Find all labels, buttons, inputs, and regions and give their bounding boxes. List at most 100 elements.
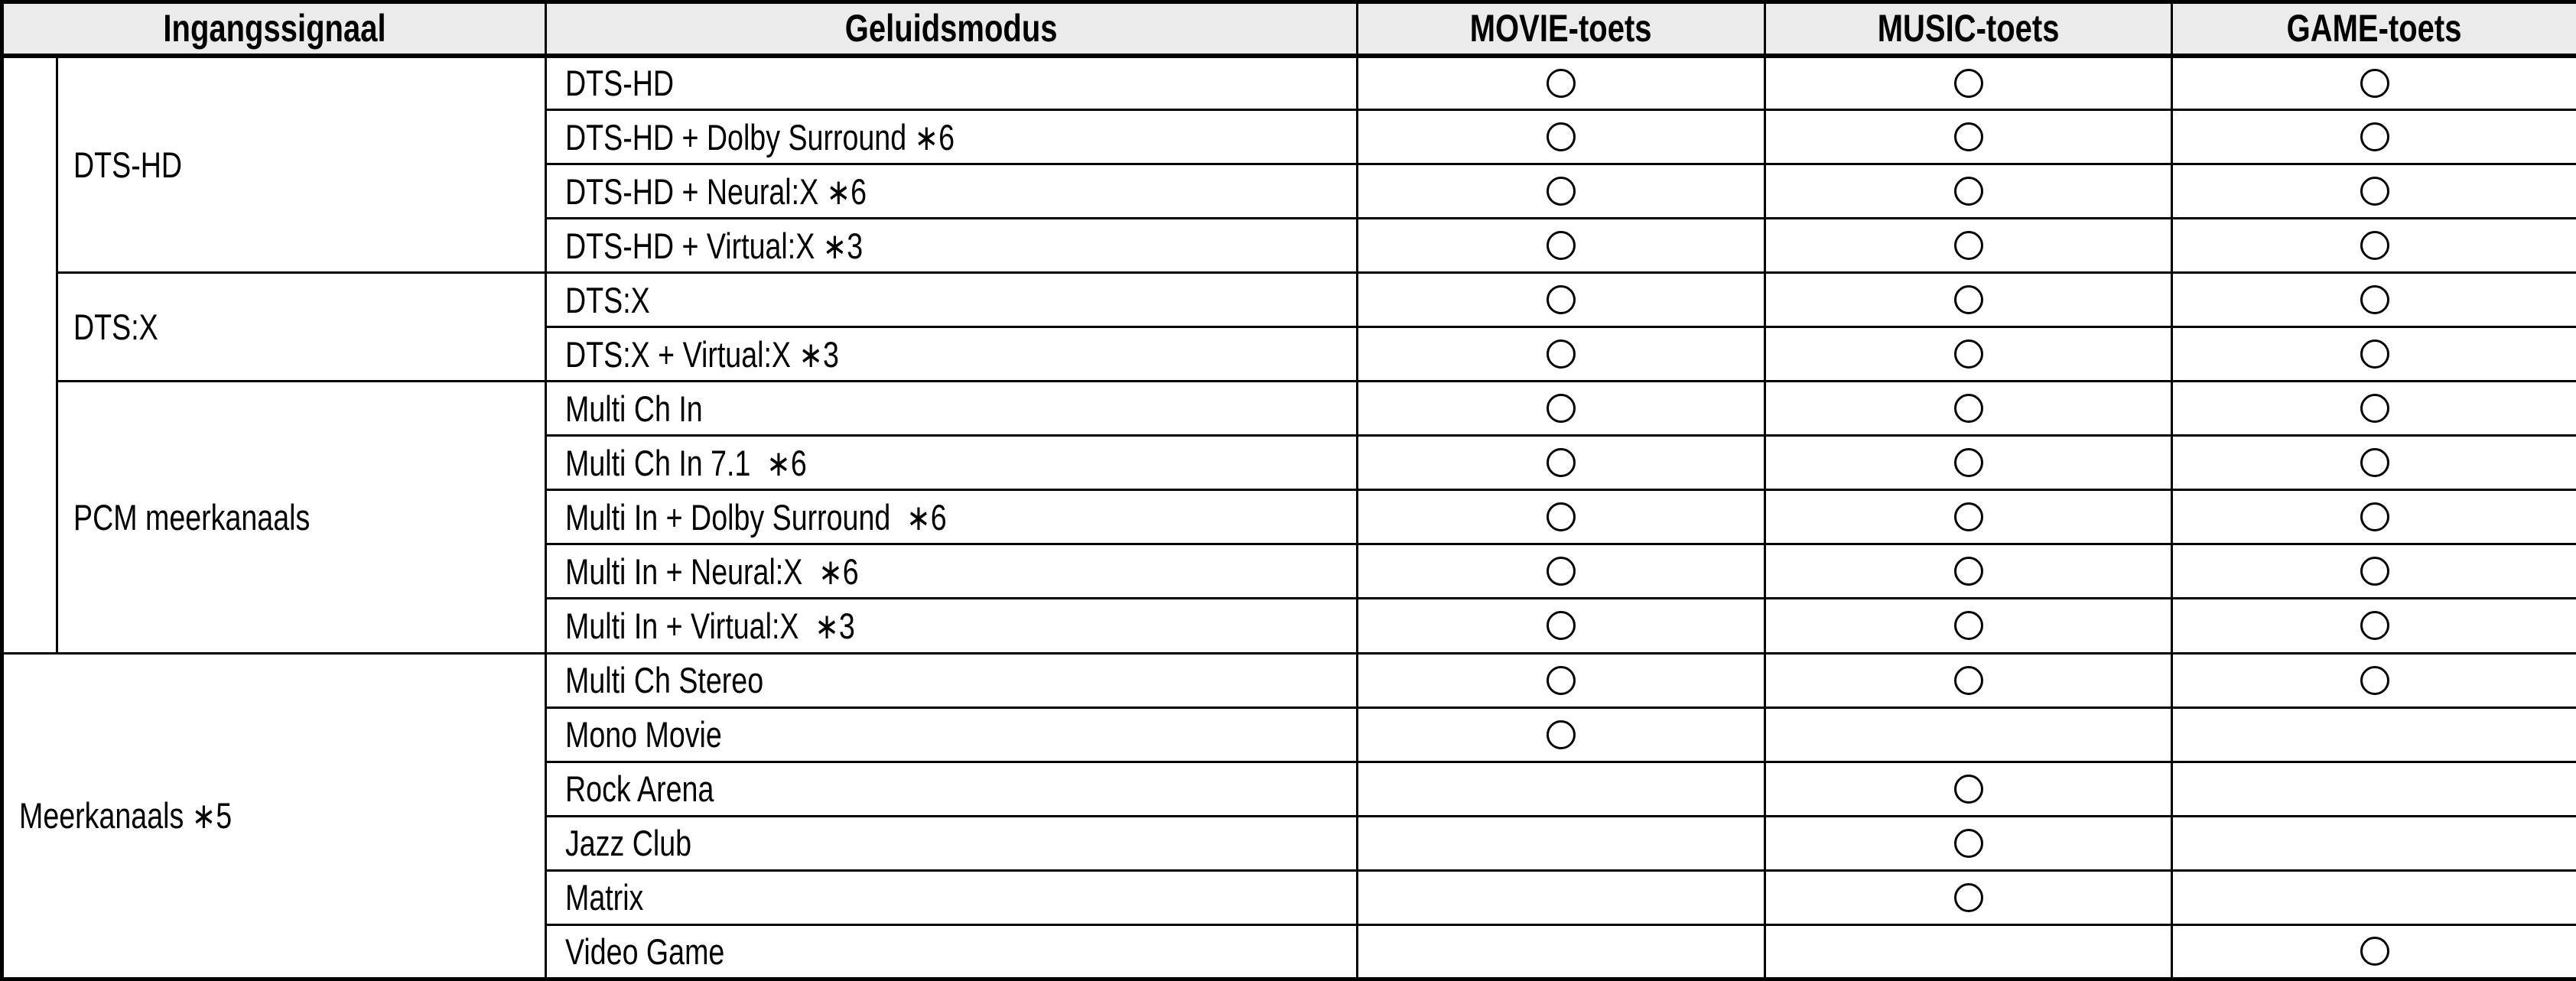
supported-circle-icon: [2360, 665, 2389, 695]
movie-support-cell: [1356, 869, 1766, 926]
sound-mode-label: Rock Arena: [565, 768, 714, 810]
game-support-cell: [2171, 217, 2576, 274]
game-support-cell: [2171, 434, 2576, 492]
sound-mode-cell: DTS-HD + Dolby Surround ∗6: [545, 109, 1358, 166]
table-row: Multi In + Virtual:X ∗3: [2, 597, 2576, 655]
movie-support-cell: [1356, 163, 1766, 220]
sound-mode-cell: Jazz Club: [545, 814, 1358, 872]
music-support-cell: [1764, 760, 2173, 817]
music-support-cell: [1764, 489, 2173, 546]
table-row: DTS-HD + Neural:X ∗6: [2, 163, 2576, 220]
header-movie-button-label: MOVIE-toets: [1470, 7, 1652, 50]
supported-circle-icon: [1547, 177, 1576, 206]
music-support-cell: [1764, 923, 2173, 981]
supported-circle-icon: [1953, 557, 1983, 586]
sound-mode-cell: Multi In + Virtual:X ∗3: [545, 597, 1358, 655]
header-input-signal: Ingangssignaal: [1, 1, 547, 58]
input-group-cell-dts-hd: DTS-HD: [56, 54, 547, 274]
sound-mode-cell: DTS:X + Virtual:X ∗3: [545, 326, 1358, 383]
supported-circle-icon: [2360, 557, 2389, 586]
supported-circle-icon: [1547, 665, 1576, 695]
supported-circle-icon: [2360, 339, 2389, 369]
table-row: Multi In + Dolby Surround ∗6: [2, 489, 2576, 546]
sound-mode-cell: Multi Ch Stereo: [545, 651, 1358, 709]
supported-circle-icon: [1547, 557, 1576, 586]
supported-circle-icon: [1953, 774, 1983, 804]
music-support-cell: [1764, 54, 2173, 112]
sound-mode-cell: Multi In + Neural:X ∗6: [545, 543, 1358, 600]
sound-mode-cell: Video Game: [545, 923, 1358, 981]
game-support-cell: [2171, 489, 2576, 546]
sound-mode-label: DTS-HD + Virtual:X ∗3: [565, 225, 864, 266]
sound-mode-cell: Rock Arena: [545, 760, 1358, 817]
supported-circle-icon: [1547, 720, 1576, 749]
sound-mode-cell: DTS-HD + Neural:X ∗6: [545, 163, 1358, 220]
movie-support-cell: [1356, 217, 1766, 274]
music-support-cell: [1764, 380, 2173, 437]
supported-circle-icon: [2360, 68, 2389, 98]
sound-mode-label: DTS:X + Virtual:X ∗3: [565, 333, 839, 375]
sound-mode-label: Multi In + Dolby Surround ∗6: [565, 496, 947, 538]
supported-circle-icon: [1953, 882, 1983, 912]
movie-support-cell: [1356, 706, 1766, 763]
input-group-cell-multichannel: Meerkanaals ∗5: [1, 651, 547, 981]
music-support-cell: [1764, 597, 2173, 655]
input-group-label: DTS-HD: [73, 144, 183, 185]
movie-support-cell: [1356, 434, 1766, 492]
game-support-cell: [2171, 380, 2576, 437]
table-row: Matrix: [2, 869, 2576, 926]
music-support-cell: [1764, 217, 2173, 274]
supported-circle-icon: [2360, 285, 2389, 315]
header-music-button-label: MUSIC-toets: [1877, 7, 2060, 50]
game-support-cell: [2171, 326, 2576, 383]
table-row: Rock Arena: [2, 760, 2576, 817]
supported-circle-icon: [1953, 231, 1983, 261]
game-support-cell: [2171, 109, 2576, 166]
table-row: Multi In + Neural:X ∗6: [2, 543, 2576, 600]
sound-mode-label: Multi Ch Stereo: [565, 660, 764, 701]
game-support-cell: [2171, 597, 2576, 655]
movie-support-cell: [1356, 651, 1766, 709]
music-support-cell: [1764, 326, 2173, 383]
sound-mode-cell: DTS-HD + Virtual:X ∗3: [545, 217, 1358, 274]
sound-mode-label: DTS:X: [565, 279, 650, 320]
header-sound-mode: Geluidsmodus: [545, 1, 1358, 58]
supported-circle-icon: [2360, 611, 2389, 641]
table-row: Jazz Club: [2, 814, 2576, 872]
movie-support-cell: [1356, 380, 1766, 437]
table-row: PCM meerkanaals Multi Ch In: [2, 380, 2576, 655]
sound-mode-label: DTS-HD + Neural:X ∗6: [565, 171, 867, 212]
movie-support-cell: [1356, 326, 1766, 383]
header-sound-mode-label: Geluidsmodus: [845, 7, 1058, 50]
music-support-cell: [1764, 651, 2173, 709]
music-support-cell: [1764, 543, 2173, 600]
movie-support-cell: [1356, 760, 1766, 817]
input-group-label: DTS:X: [73, 307, 158, 348]
supported-circle-icon: [1953, 611, 1983, 641]
movie-support-cell: [1356, 54, 1766, 112]
game-support-cell: [2171, 163, 2576, 220]
sound-mode-cell: DTS:X: [545, 271, 1358, 329]
supported-circle-icon: [2360, 122, 2389, 152]
input-group-cell-dts-x: DTS:X: [56, 271, 547, 383]
supported-circle-icon: [1953, 665, 1983, 695]
supported-circle-icon: [1547, 285, 1576, 315]
movie-support-cell: [1356, 109, 1766, 166]
table-row: DTS:X + Virtual:X ∗3: [2, 326, 2576, 383]
supported-circle-icon: [1953, 828, 1983, 858]
sound-mode-label: Matrix: [565, 877, 644, 918]
supported-circle-icon: [2360, 937, 2389, 966]
game-support-cell: [2171, 651, 2576, 709]
sound-mode-label: Multi Ch In 7.1 ∗6: [565, 442, 807, 483]
sound-mode-label: DTS-HD + Dolby Surround ∗6: [565, 116, 955, 158]
music-support-cell: [1764, 706, 2173, 763]
music-support-cell: [1764, 163, 2173, 220]
header-movie-button: MOVIE-toets: [1356, 1, 1766, 58]
game-support-cell: [2171, 271, 2576, 329]
header-music-button: MUSIC-toets: [1764, 1, 2173, 58]
movie-support-cell: [1356, 923, 1766, 981]
game-support-cell: [2171, 869, 2576, 926]
supported-circle-icon: [1547, 448, 1576, 478]
sound-mode-label: DTS-HD: [565, 63, 675, 104]
supported-circle-icon: [1547, 122, 1576, 152]
